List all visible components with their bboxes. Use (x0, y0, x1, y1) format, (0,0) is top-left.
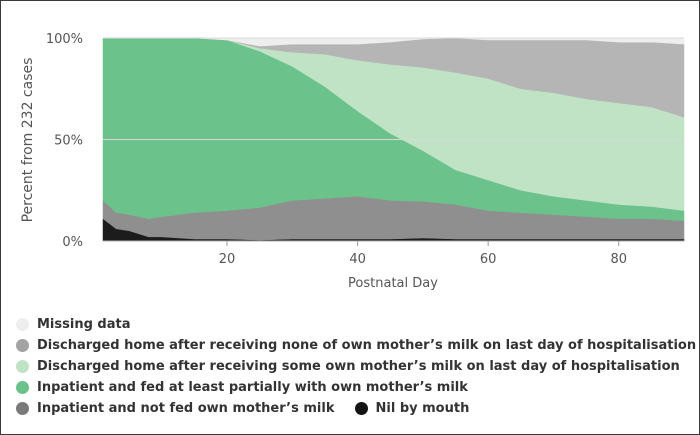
legend-row: Inpatient and not fed own mother’s milk N… (16, 398, 696, 419)
legend-item[interactable]: Discharged home after receiving some own… (16, 359, 680, 374)
x-tick-label: 20 (219, 252, 236, 267)
y-tick-label: 50% (54, 134, 83, 149)
legend-item[interactable]: Inpatient and not fed own mother’s milk (16, 401, 335, 416)
y-tick-label: 100% (46, 32, 83, 47)
legend-row: Inpatient and fed at least partially wit… (16, 377, 696, 398)
series-areas (102, 37, 685, 242)
legend-label: Discharged home after receiving none of … (37, 338, 697, 353)
legend-label: Missing data (37, 317, 131, 332)
x-axis-label: Postnatal Day (348, 276, 438, 291)
legend-item[interactable]: Missing data (16, 317, 130, 332)
legend-row: Discharged home after receiving some own… (16, 356, 696, 377)
y-axis-label: Percent from 232 cases (20, 58, 36, 223)
legend-label: Nil by mouth (375, 401, 470, 416)
legend-item[interactable]: Nil by mouth (354, 401, 470, 416)
legend-swatch-icon (354, 402, 368, 415)
x-tick-label: 60 (480, 252, 497, 267)
legend: Missing data Discharged home after receiv… (16, 314, 696, 419)
legend-row: Missing data (16, 314, 696, 335)
legend-swatch-icon (16, 339, 29, 352)
legend-label: Inpatient and fed at least partially wit… (37, 380, 468, 395)
legend-label: Inpatient and not fed own mother’s milk (37, 401, 335, 416)
x-tick-label: 80 (610, 252, 627, 267)
x-tick-label: 40 (349, 252, 366, 267)
legend-row: Discharged home after receiving none of … (16, 335, 696, 356)
axes: 0% 50% 100% 20 40 60 80 (46, 32, 627, 267)
legend-swatch-icon (16, 318, 29, 331)
legend-label: Discharged home after receiving some own… (37, 359, 680, 374)
legend-swatch-icon (16, 360, 29, 373)
legend-item[interactable]: Discharged home after receiving none of … (16, 338, 696, 353)
legend-swatch-icon (16, 381, 29, 394)
legend-item[interactable]: Inpatient and fed at least partially wit… (16, 380, 468, 395)
y-tick-label: 0% (62, 235, 83, 250)
gridlines (103, 37, 684, 242)
legend-swatch-icon (16, 402, 29, 415)
